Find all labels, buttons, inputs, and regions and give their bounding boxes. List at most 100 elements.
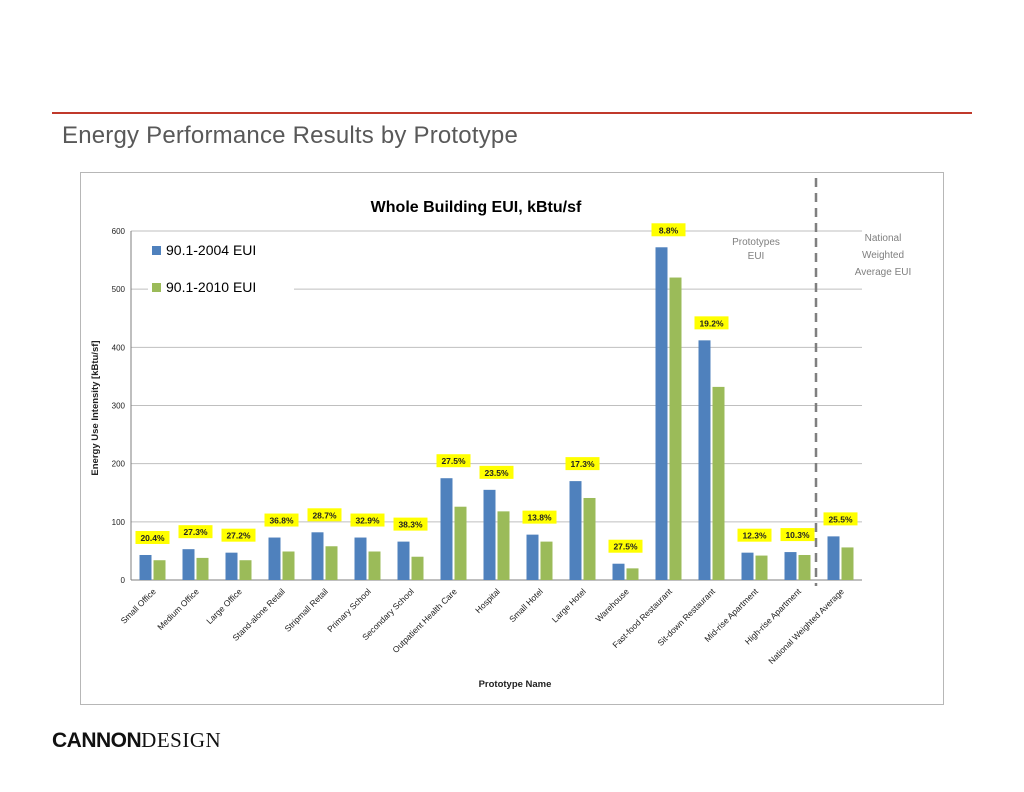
bar-2010	[712, 386, 725, 580]
x-tick-label: Stripmall Retail	[282, 586, 330, 634]
annotation-national-line2: Weighted	[862, 250, 904, 261]
bar-2004	[311, 532, 324, 580]
bar-2004	[698, 340, 711, 580]
x-tick-label: Small Office	[119, 586, 159, 626]
y-tick-label: 200	[112, 460, 126, 469]
chart-title: Whole Building EUI, kBtu/sf	[371, 199, 582, 216]
bar-2004	[225, 552, 238, 580]
bar-2004	[268, 537, 281, 580]
annotation-national-line3: Average EUI	[855, 267, 912, 278]
bar-2010	[368, 551, 381, 580]
data-label-highlight	[178, 525, 213, 539]
bar-2004	[182, 549, 195, 580]
bar-2004	[139, 554, 152, 580]
data-label-highlight	[479, 465, 514, 479]
x-tick-label: Large Hotel	[550, 586, 588, 624]
data-label: 38.3%	[398, 520, 423, 530]
data-label-highlight	[522, 510, 557, 524]
bar-2004	[440, 478, 453, 580]
data-label: 36.8%	[269, 516, 294, 526]
x-axis-title: Prototype Name	[479, 679, 552, 690]
x-tick-label: Large Office	[204, 586, 244, 626]
data-label: 27.5%	[613, 542, 638, 552]
data-label-highlight	[737, 528, 772, 542]
legend-label-2004: 90.1-2004 EUI	[166, 242, 256, 258]
annotation-national-line1: National	[865, 233, 902, 244]
bar-2010	[239, 560, 252, 580]
legend-swatch-2010	[152, 283, 161, 292]
x-tick-label: Medium Office	[155, 586, 201, 632]
bar-2010	[325, 546, 338, 580]
y-tick-label: 300	[112, 402, 126, 411]
data-label: 20.4%	[140, 533, 165, 543]
y-tick-label: 600	[112, 227, 126, 236]
annotation-prototypes-line1: Prototypes	[732, 237, 780, 248]
bar-2004	[784, 552, 797, 580]
data-label-highlight	[350, 513, 385, 527]
legend-label-2010: 90.1-2010 EUI	[166, 279, 256, 295]
data-label: 27.5%	[441, 456, 466, 466]
bar-2010	[798, 554, 811, 580]
data-label-highlight	[307, 508, 342, 522]
data-label: 27.3%	[183, 527, 208, 537]
data-label: 19.2%	[699, 318, 724, 328]
x-tick-label: National Weighted Average	[766, 586, 846, 666]
data-label: 8.8%	[659, 225, 679, 235]
bar-2010	[755, 555, 768, 580]
data-label-highlight	[651, 223, 686, 237]
data-label: 10.3%	[785, 530, 810, 540]
x-tick-label: Primary School	[325, 586, 373, 634]
data-label-highlight	[221, 528, 256, 542]
y-tick-label: 500	[112, 285, 126, 294]
bar-2010	[497, 511, 510, 580]
y-axis-title: Energy Use Intensity [kBtu/sf]	[90, 340, 101, 475]
bar-2010	[626, 568, 639, 580]
data-label-highlight	[694, 316, 729, 330]
x-tick-label: Warehouse	[593, 586, 631, 624]
bar-2010	[540, 541, 553, 580]
bar-2010	[669, 277, 682, 580]
bar-2004	[827, 536, 840, 580]
data-label: 13.8%	[527, 513, 552, 523]
data-label-highlight	[608, 539, 643, 553]
data-label-highlight	[264, 513, 299, 527]
bar-2004	[354, 537, 367, 580]
data-label: 17.3%	[570, 459, 595, 469]
data-label: 32.9%	[355, 516, 380, 526]
logo-bold-text: CANNON	[52, 729, 142, 752]
bar-2004	[741, 552, 754, 580]
bar-2010	[583, 497, 596, 580]
bar-2010	[841, 547, 854, 580]
annotation-prototypes-line2: EUI	[748, 251, 765, 262]
company-logo: CANNONDESIGN	[52, 728, 221, 753]
data-label: 12.3%	[742, 531, 767, 541]
legend-swatch-2004	[152, 246, 161, 255]
y-tick-label: 0	[121, 576, 126, 585]
bar-2010	[196, 557, 209, 580]
data-label-highlight	[823, 512, 858, 526]
bar-2010	[153, 560, 166, 580]
x-tick-label: Small Hotel	[507, 586, 545, 624]
bar-2004	[655, 247, 668, 580]
bar-2004	[397, 541, 410, 580]
data-label: 23.5%	[484, 468, 509, 478]
x-tick-label: Hospital	[473, 586, 502, 615]
slide-title: Energy Performance Results by Prototype	[62, 122, 519, 149]
logo-light-text: DESIGN	[141, 728, 222, 752]
data-label-highlight	[135, 530, 170, 544]
data-label: 28.7%	[312, 510, 337, 520]
bar-2004	[526, 534, 539, 580]
bar-2004	[612, 563, 625, 580]
bar-2004	[483, 489, 496, 580]
bar-2010	[282, 551, 295, 580]
bar-2010	[454, 506, 467, 580]
bar-2004	[569, 481, 582, 580]
y-tick-label: 400	[112, 343, 126, 352]
data-label-highlight	[436, 454, 471, 468]
bar-2010	[411, 556, 424, 580]
legend-background	[148, 238, 294, 298]
data-label-highlight	[780, 528, 815, 542]
data-label-highlight	[393, 517, 428, 531]
data-label: 27.2%	[226, 531, 251, 541]
